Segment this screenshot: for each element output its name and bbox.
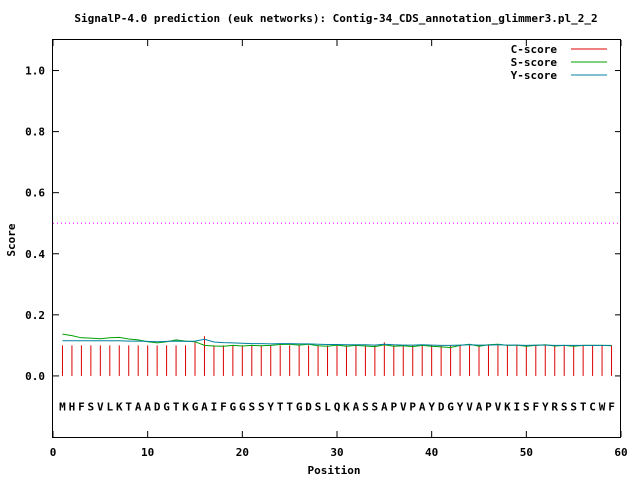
sequence-residue: R [551,400,558,413]
chart-title: SignalP-4.0 prediction (euk networks): C… [74,12,597,25]
sequence-residue: Y [267,400,274,413]
sequence-residue: K [182,400,189,413]
legend-label-c-score: C-score [511,43,558,56]
sequence-residue: D [438,400,445,413]
sequence-residue: I [211,400,218,413]
sequence-residue: F [220,400,227,413]
sequence-residue: D [154,400,161,413]
y-tick-label: 0.0 [25,370,45,383]
sequence-residue: V [495,400,502,413]
sequence-residue: G [239,400,246,413]
x-tick-label: 30 [330,446,343,459]
x-axis-label: Position [308,464,361,477]
x-tick-label: 60 [614,446,627,459]
sequence-residue: A [476,400,483,413]
sequence-residue: W [599,400,606,413]
sequence-residue: A [353,400,360,413]
y-axis-label: Score [5,223,18,256]
legend-label-s-score: S-score [511,56,558,69]
y-tick-label: 0.2 [25,309,45,322]
sequence-residue: F [608,400,615,413]
sequence-residue: S [258,400,265,413]
sequence-residue: D [305,400,312,413]
sequence-residue: Y [457,400,464,413]
sequence-residue: K [343,400,350,413]
sequence-residue: T [277,400,284,413]
y-tick-label: 1.0 [25,65,45,78]
sequence-residue: S [88,400,95,413]
sequence-residue: Q [334,400,341,413]
sequence-residue: A [419,400,426,413]
sequence-residue: G [192,400,199,413]
sequence-residue: A [201,400,208,413]
y-score-line [62,338,612,346]
sequence-residue: S [570,400,577,413]
sequence-residue: P [485,400,492,413]
sequence-residue: P [390,400,397,413]
sequence-residue: F [532,400,539,413]
sequence-residue: K [116,400,123,413]
y-tick-label: 0.8 [25,126,45,139]
plot-border [52,39,621,438]
sequence-residue: S [523,400,530,413]
x-tick-label: 20 [236,446,249,459]
sequence-residue: G [163,400,170,413]
sequence-residue: S [561,400,568,413]
sequence-residue: P [409,400,416,413]
sequence-residue: Y [428,400,435,413]
sequence-residue: A [144,400,151,413]
x-tick-label: 10 [141,446,154,459]
x-tick-label: 0 [50,446,57,459]
sequence-residue: T [173,400,180,413]
sequence-residue: A [381,400,388,413]
sequence-residue: V [466,400,473,413]
y-tick-label: 0.6 [25,187,45,200]
sequence-residue: L [324,400,331,413]
sequence-residue: V [97,400,104,413]
plot-area: 0.00.20.40.60.81.00 10 20 30 40 50 60M H F S V L K T A… [25,40,628,459]
sequence-residue: G [230,400,237,413]
sequence-residue: S [372,400,379,413]
sequence-residue: V [400,400,407,413]
sequence-residue: F [78,400,85,413]
legend-label-y-score: Y-score [511,69,558,82]
sequence-residue: T [125,400,132,413]
sequence-residue: L [106,400,113,413]
sequence-residue: T [580,400,587,413]
sequence-residue: Y [542,400,549,413]
sequence-residue: T [286,400,293,413]
x-tick-label: 50 [520,446,533,459]
sequence-residue: S [248,400,255,413]
sequence-residue: S [315,400,322,413]
sequence-residue: I [514,400,521,413]
sequence-residue: S [362,400,369,413]
sequence-residue: H [69,400,76,413]
sequence-residue: C [589,400,596,413]
x-tick-label: 40 [425,446,438,459]
sequence-residue: A [135,400,142,413]
sequence-residue: M [59,400,66,413]
sequence-residue: K [504,400,511,413]
sequence-residue: G [447,400,454,413]
sequence-residue: G [296,400,303,413]
y-tick-label: 0.4 [25,248,45,261]
